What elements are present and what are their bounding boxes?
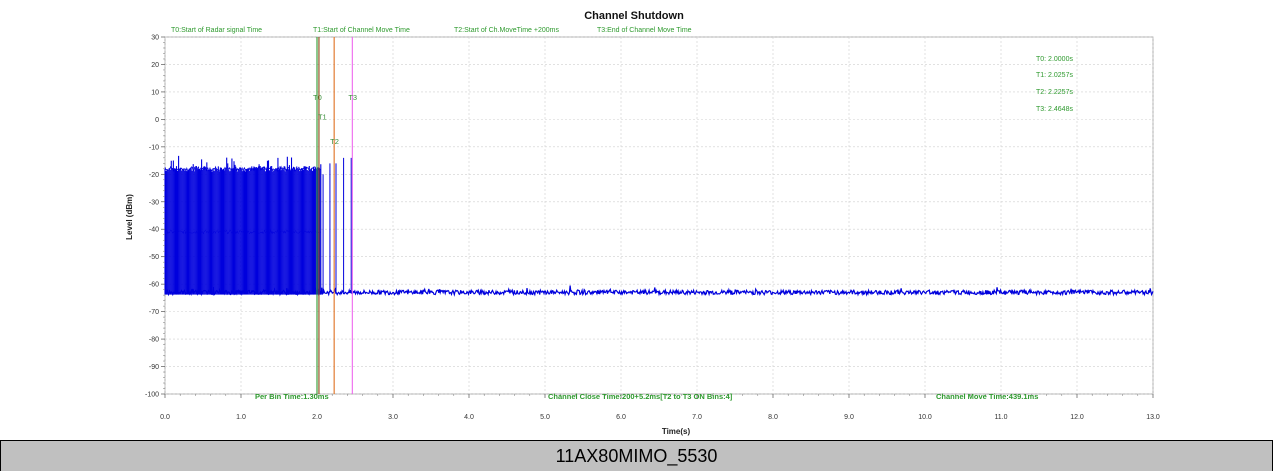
marker-value-t3: T3: 2.4648s [1036, 106, 1073, 113]
annotation-channel-close-time: Channel Close Time:200+5.2ms[T2 to T3 ON… [548, 392, 733, 401]
channel-shutdown-chart: T0 T1 T2 T3 30 20 10 0 -10 -20 -30 -40 -50 -60 -70 -80… [125, 10, 1160, 436]
legend-t3: T3:End of Channel Move Time [597, 27, 692, 34]
y-tick-label: 0 [155, 117, 159, 124]
x-tick-label: 7.0 [692, 414, 702, 421]
y-tick-label: -70 [149, 309, 159, 316]
signal-burst-envelope [164, 165, 321, 173]
marker-value-t2: T2: 2.2257s [1036, 89, 1073, 96]
marker-label-t1: T1 [318, 112, 327, 121]
legend-t1: T1:Start of Channel Move Time [313, 27, 410, 34]
y-tick-label: -50 [149, 254, 159, 261]
y-tick-label: -80 [149, 337, 159, 344]
x-tick-label: 9.0 [844, 414, 854, 421]
x-tick-label: 5.0 [540, 414, 550, 421]
y-tick-label: -10 [149, 144, 159, 151]
axis-ticks: 30 20 10 0 -10 -20 -30 -40 -50 -60 -70 -80 -90 -100 0.… [145, 35, 1160, 422]
x-tick-label: 8.0 [768, 414, 778, 421]
marker-label-t0: T0 [313, 93, 322, 102]
signal-burst-midband [164, 229, 321, 235]
x-tick-label: 13.0 [1146, 414, 1160, 421]
y-tick-label: -40 [149, 227, 159, 234]
x-tick-label: 0.0 [160, 414, 170, 421]
annotation-per-bin-time: Per Bin Time:1.30ms [255, 392, 329, 401]
legend-t2: T2:Start of Ch.MoveTime +200ms [454, 27, 559, 34]
caption-label: 11AX80MIMO_5530 [555, 445, 718, 466]
y-tick-label: -20 [149, 172, 159, 179]
x-tick-label: 4.0 [464, 414, 474, 421]
chart-title: Channel Shutdown [584, 10, 684, 22]
x-tick-label: 6.0 [616, 414, 626, 421]
marker-value-t1: T1: 2.0257s [1036, 72, 1073, 79]
x-axis-title: Time(s) [662, 427, 691, 436]
y-axis-title: Level (dBm) [125, 194, 134, 240]
marker-value-t0: T0: 2.0000s [1036, 56, 1073, 63]
y-tick-label: 20 [151, 62, 159, 69]
marker-label-t3: T3 [348, 93, 357, 102]
y-tick-label: -90 [149, 364, 159, 371]
y-tick-label: -30 [149, 199, 159, 206]
time-markers: T0 T1 T2 T3 [313, 37, 357, 394]
annotation-channel-move-time: Channel Move Time:439.1ms [936, 392, 1038, 401]
signal-trace [164, 155, 1154, 297]
x-tick-label: 3.0 [388, 414, 398, 421]
marker-label-t2: T2 [330, 137, 339, 146]
caption-band: 11AX80MIMO_5530 [1, 440, 1272, 471]
x-tick-label: 2.0 [312, 414, 322, 421]
x-tick-label: 11.0 [994, 414, 1007, 421]
y-tick-label: 10 [151, 89, 159, 96]
legend-t0: T0:Start of Radar signal Time [171, 27, 262, 34]
y-tick-label: -60 [149, 282, 159, 289]
y-tick-label: 30 [151, 35, 159, 42]
x-tick-label: 12.0 [1070, 414, 1084, 421]
x-tick-label: 1.0 [236, 414, 246, 421]
y-tick-label: -100 [145, 392, 159, 399]
x-tick-label: 10.0 [918, 414, 932, 421]
